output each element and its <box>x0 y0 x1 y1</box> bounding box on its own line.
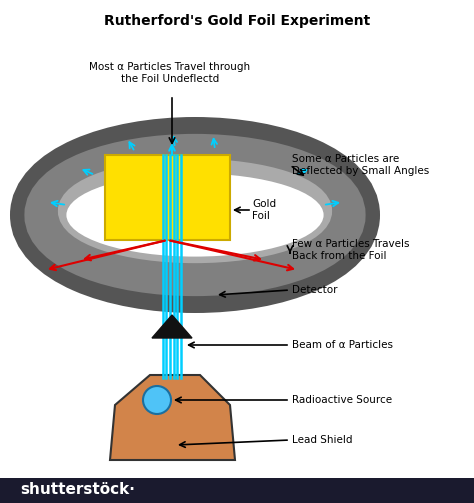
Text: Most α Particles Travel through
the Foil Undeflectd: Most α Particles Travel through the Foil… <box>90 62 251 83</box>
Text: Some α Particles are
Deflected by Small Angles: Some α Particles are Deflected by Small … <box>292 154 429 176</box>
FancyBboxPatch shape <box>0 478 474 503</box>
Text: Beam of α Particles: Beam of α Particles <box>292 340 393 350</box>
Circle shape <box>143 386 171 414</box>
Text: Detector: Detector <box>292 285 337 295</box>
Text: Gold
Foil: Gold Foil <box>252 199 276 221</box>
Text: Lead Shield: Lead Shield <box>292 435 353 445</box>
FancyBboxPatch shape <box>105 155 230 240</box>
Ellipse shape <box>66 174 324 257</box>
Text: Radioactive Source: Radioactive Source <box>292 395 392 405</box>
Polygon shape <box>152 315 192 338</box>
Text: shutterstöck·: shutterstöck· <box>20 482 135 497</box>
Text: Rutherford's Gold Foil Experiment: Rutherford's Gold Foil Experiment <box>104 14 370 28</box>
Text: Few α Particles Travels
Back from the Foil: Few α Particles Travels Back from the Fo… <box>292 239 410 261</box>
Polygon shape <box>110 375 235 460</box>
